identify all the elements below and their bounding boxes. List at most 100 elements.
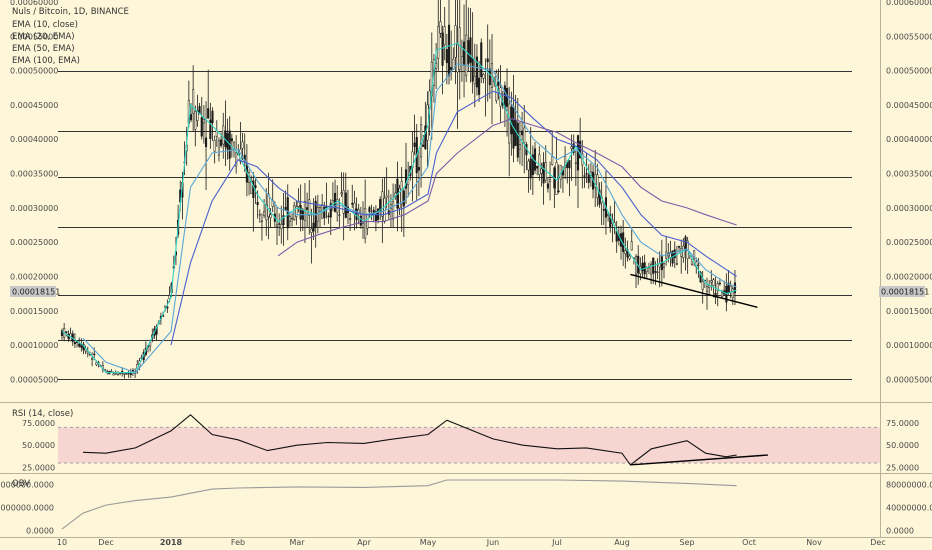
price-tag-left-bg — [10, 286, 56, 297]
candle-body — [295, 206, 298, 217]
candle-body — [318, 207, 322, 212]
legend-ema100: EMA (100, EMA) — [12, 56, 80, 66]
y-tick-label-left: 0.00015000 — [10, 307, 58, 316]
candle-body — [299, 205, 302, 220]
candle-body — [368, 207, 371, 213]
candle-body — [359, 215, 362, 226]
candle-body — [542, 162, 545, 184]
obv-tick-left: 40000000.0000 — [0, 503, 54, 512]
y-tick-label-left: 0.00035000 — [10, 170, 58, 179]
rsi-tick-left: 75.0000 — [22, 419, 55, 428]
y-tick-label-left: 0.00010000 — [10, 341, 58, 350]
candle-body — [400, 181, 403, 205]
x-tick-label: Jun — [486, 538, 500, 547]
y-tick-label-left: 0.00060000 — [10, 0, 58, 7]
candle-body — [312, 222, 315, 232]
candle-body — [112, 373, 115, 376]
candle-body — [585, 173, 588, 175]
candle-body — [662, 263, 666, 268]
y-tick-label-left: 0.00050000 — [10, 67, 58, 76]
candle-body — [213, 139, 216, 152]
candle-body — [338, 214, 341, 216]
candle-body — [351, 202, 354, 205]
candle-body — [516, 122, 519, 158]
obv-line — [61, 479, 737, 530]
candle-body — [342, 190, 345, 214]
candle-body — [518, 144, 522, 150]
candle-body — [220, 139, 223, 146]
candle-body — [699, 272, 702, 283]
obv-tick-right: 40000000.0000 — [886, 503, 932, 512]
candle-body — [609, 214, 612, 228]
y-tick-label-right: 0.00020000 — [886, 272, 932, 281]
candle-body — [95, 362, 98, 366]
candle-body — [286, 197, 289, 229]
candle-body — [349, 218, 352, 220]
candle-body — [344, 192, 347, 218]
candle-body — [447, 24, 451, 77]
candle-body — [398, 188, 401, 209]
candle-body — [381, 191, 384, 217]
candle-body — [443, 26, 446, 46]
candle-body — [392, 201, 395, 220]
candle-body — [731, 288, 734, 299]
y-tick-label-left: 0.00055000 — [10, 32, 58, 41]
rsi-tick-left: 25.0000 — [22, 464, 55, 473]
y-tick-label-right: 0.00015000 — [886, 307, 932, 316]
candle-body — [123, 373, 126, 375]
candle-body — [280, 224, 283, 230]
candle-body — [551, 156, 554, 165]
candle-body — [467, 40, 470, 65]
candle-body — [531, 154, 534, 176]
legend-ema10: EMA (10, close) — [12, 20, 78, 30]
y-tick-label-left: 0.00025000 — [10, 238, 58, 247]
candle-body — [129, 372, 132, 376]
candle-body — [65, 331, 68, 334]
candle-body — [435, 63, 438, 70]
obv-tick-right: 80000000.0000 — [886, 481, 932, 490]
y-tick-label-right: 0.00030000 — [886, 204, 932, 213]
x-tick-label: Dec — [98, 538, 113, 547]
candle-body — [252, 180, 255, 198]
candle-body — [340, 192, 343, 195]
rsi-tick-right: 25.0000 — [886, 464, 919, 473]
y-tick-label-right: 0.00060000 — [886, 0, 932, 7]
candle-body — [265, 204, 268, 221]
trendlines — [630, 273, 758, 309]
candle-body — [441, 32, 444, 66]
candle-body — [628, 255, 631, 260]
y-tick-label-right: 0.00010000 — [886, 341, 932, 350]
candle-body — [217, 140, 220, 156]
candle-body — [656, 271, 659, 273]
candle-body — [308, 199, 311, 216]
y-tick-label-left: 0.00040000 — [10, 135, 58, 144]
ema-lines — [61, 42, 737, 374]
candle-body — [701, 281, 704, 290]
candle-body — [529, 158, 532, 179]
x-tick-label: 2018 — [160, 538, 183, 547]
price-tag-left: 0.00018151 — [12, 288, 60, 297]
y-tick-label-left: 0.00030000 — [10, 204, 58, 213]
candle-body — [200, 117, 203, 137]
candle-body — [471, 57, 474, 82]
candle-body — [211, 110, 214, 124]
candle-body — [407, 179, 410, 185]
obv-tick-left: 80000000.0000 — [0, 481, 54, 490]
horizontal-levels — [58, 71, 852, 380]
y-tick-label-right: 0.00050000 — [886, 67, 932, 76]
candle-body — [194, 110, 197, 130]
rsi-panel-title: RSI (14, close) — [12, 409, 73, 419]
candle-body — [533, 148, 537, 171]
candle-body — [114, 373, 117, 375]
chart-title: Nuls / Bitcoin, 1D, BINANCE — [12, 7, 129, 17]
candle-body — [710, 280, 713, 283]
candle-body — [297, 201, 300, 207]
candle-body — [73, 342, 76, 344]
candle-body — [258, 214, 261, 216]
candle-body — [576, 135, 580, 171]
candle-body — [417, 167, 420, 171]
candle-body — [254, 185, 257, 188]
candle-body — [718, 282, 721, 285]
